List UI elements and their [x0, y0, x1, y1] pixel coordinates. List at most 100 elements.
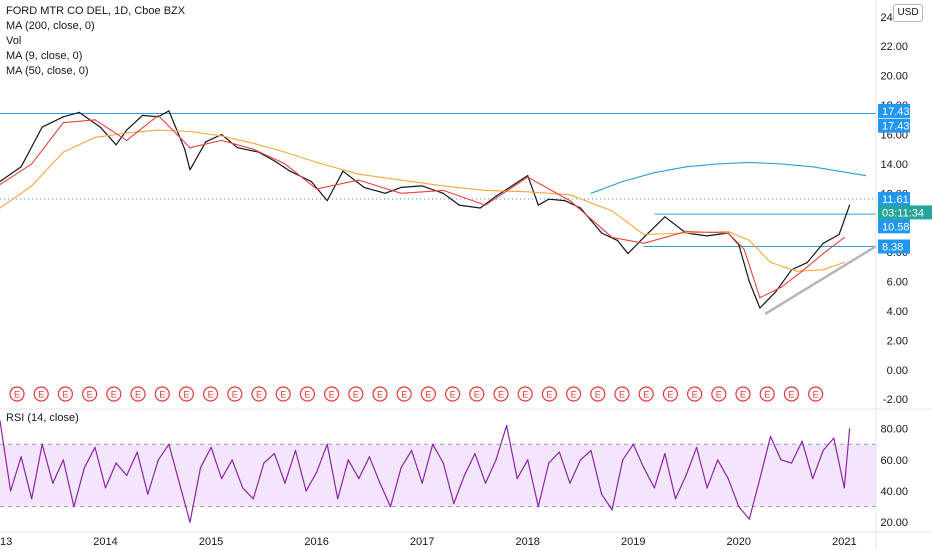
earnings-marker[interactable]	[638, 386, 654, 402]
price-point	[126, 129, 128, 131]
earnings-marker[interactable]	[396, 386, 412, 402]
earnings-marker[interactable]	[686, 386, 703, 402]
earnings-marker[interactable]	[493, 386, 509, 402]
earnings-marker[interactable]	[469, 386, 485, 402]
rsi-point	[337, 498, 339, 500]
price-point	[600, 232, 603, 234]
earnings-marker[interactable]	[251, 386, 267, 402]
rsi-point	[147, 493, 149, 495]
rsi-point	[316, 471, 318, 473]
earnings-marker[interactable]	[372, 386, 388, 402]
earnings-marker[interactable]	[227, 386, 243, 402]
earnings-marker[interactable]	[807, 386, 824, 402]
rsi-point	[706, 487, 708, 489]
earnings-marker[interactable]	[81, 386, 98, 402]
earnings-marker[interactable]	[275, 386, 291, 402]
symbol-title[interactable]: FORD MTR CO DEL, 1D, Cboe BZX	[6, 5, 186, 17]
price-point	[189, 169, 191, 171]
trendline[interactable]	[764, 245, 877, 315]
price-tick-label: 0.00	[887, 365, 908, 377]
earnings-marker[interactable]	[324, 386, 340, 402]
ma9-point	[442, 189, 444, 191]
earnings-marker[interactable]	[517, 386, 533, 402]
earnings-marker[interactable]	[445, 386, 461, 402]
indicator-vol[interactable]: Vol	[6, 35, 22, 47]
earnings-marker[interactable]	[662, 386, 679, 402]
earnings-marker[interactable]	[106, 386, 122, 402]
chart-legend: FORD MTR CO DEL, 1D, Cboe BZX MA (200, c…	[6, 4, 185, 79]
price-point	[664, 216, 666, 218]
earnings-marker[interactable]	[130, 386, 146, 402]
earnings-marker[interactable]	[565, 386, 582, 402]
rsi-point	[822, 449, 824, 452]
earnings-marker[interactable]	[299, 386, 315, 402]
rsi-point	[294, 449, 297, 452]
rsi-tick-label: 60.00	[880, 455, 908, 467]
price-point	[806, 261, 808, 264]
ma200-point	[780, 163, 782, 165]
time-tick-label: 2019	[621, 536, 645, 548]
price-point	[511, 185, 513, 187]
earnings-marker[interactable]	[9, 386, 25, 402]
rsi-pane[interactable]	[0, 420, 876, 523]
price-point	[78, 111, 80, 114]
ma9-point	[780, 286, 782, 289]
rsi-point	[674, 498, 677, 500]
ma200-line[interactable]	[590, 161, 866, 194]
earnings-marker[interactable]	[541, 386, 558, 402]
rsi-point	[685, 474, 687, 477]
ma9-point	[0, 183, 1, 186]
earnings-marker[interactable]	[711, 386, 727, 402]
rsi-point	[622, 459, 624, 461]
price-point	[616, 239, 619, 241]
ma9-point	[284, 163, 286, 165]
rsi-line[interactable]	[0, 420, 851, 523]
price-tick-label: -2.00	[883, 394, 908, 406]
indicator-ma9[interactable]: MA (9, close, 0)	[6, 50, 83, 62]
earnings-marker[interactable]	[420, 386, 436, 402]
earnings-marker-label: E	[571, 390, 577, 400]
currency-button[interactable]: USD	[893, 4, 923, 22]
price-point	[643, 236, 645, 239]
rsi-legend[interactable]: RSI (14, close)	[6, 412, 79, 424]
ma50-point	[685, 232, 687, 234]
ma9-line[interactable]	[0, 114, 845, 299]
earnings-marker[interactable]	[590, 386, 606, 402]
price-label-box	[878, 192, 910, 207]
earnings-marker[interactable]	[33, 386, 49, 402]
ma200-point	[748, 161, 750, 164]
price-point	[20, 166, 22, 168]
earnings-marker[interactable]	[735, 386, 751, 402]
indicator-ma200[interactable]: MA (200, close, 0)	[6, 20, 95, 32]
rsi-point	[695, 446, 698, 449]
indicator-ma50[interactable]: MA (50, close, 0)	[6, 65, 89, 77]
earnings-marker[interactable]	[783, 386, 800, 402]
earnings-marker-label: E	[692, 390, 698, 400]
earnings-marker[interactable]	[57, 386, 74, 402]
earnings-marker-label: E	[329, 390, 335, 400]
earnings-marker[interactable]	[759, 386, 775, 402]
rsi-point	[126, 474, 128, 477]
rsi-point	[347, 459, 349, 461]
rsi-point	[284, 482, 286, 484]
price-point	[273, 160, 276, 162]
earnings-marker[interactable]	[348, 386, 364, 402]
earnings-marker[interactable]	[154, 386, 170, 402]
rsi-point	[389, 506, 392, 508]
earnings-marker[interactable]	[203, 386, 219, 402]
rsi-point	[136, 451, 138, 453]
rsi-point	[569, 482, 571, 484]
ma50-line[interactable]	[0, 129, 845, 272]
earnings-marker[interactable]	[614, 386, 630, 402]
rsi-point	[231, 459, 233, 461]
rsi-point	[20, 456, 22, 458]
earnings-marker-label: E	[38, 390, 44, 400]
rsi-point	[495, 459, 497, 461]
ma9-point	[221, 139, 223, 141]
price-label-box	[878, 118, 910, 133]
ma200-point	[717, 163, 719, 165]
rsi-point	[801, 440, 803, 442]
earnings-marker[interactable]	[178, 386, 194, 402]
